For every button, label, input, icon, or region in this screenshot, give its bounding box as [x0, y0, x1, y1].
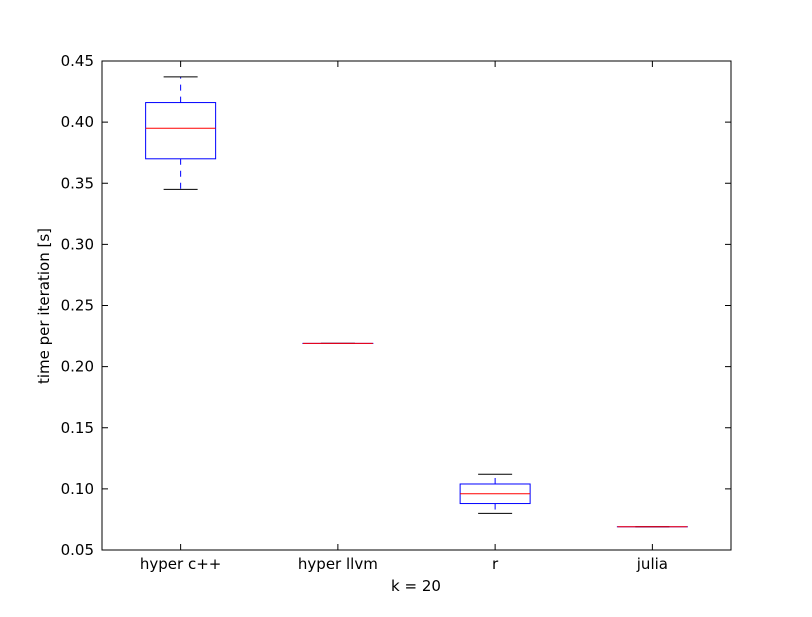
plot-frame — [102, 61, 731, 550]
y-tick-label: 0.05 — [61, 541, 94, 559]
y-tick-label: 0.40 — [61, 113, 94, 131]
x-tick-label: r — [492, 555, 499, 573]
box-hyper-c- — [146, 77, 216, 189]
y-axis-label: time per iteration [s] — [35, 228, 53, 384]
y-tick-label: 0.35 — [61, 174, 94, 192]
iqr-box — [146, 103, 216, 159]
chart-axes: 0.05 0.10 0.15 0.20 0.25 0.30 0.35 0.40 0.45 hype… — [61, 52, 731, 573]
y-tick-label: 0.10 — [61, 480, 94, 498]
y-tick-label: 0.30 — [61, 235, 94, 253]
x-tick-label: julia — [636, 555, 668, 573]
y-tick-label: 0.15 — [61, 419, 94, 437]
y-tick-label: 0.45 — [61, 52, 94, 70]
chart-marks — [146, 77, 688, 527]
y-tick-label: 0.20 — [61, 358, 94, 376]
x-tick-label: hyper llvm — [298, 555, 378, 573]
box-r — [460, 474, 530, 513]
x-tick-label: hyper c++ — [140, 555, 221, 573]
x-axis-label: k = 20 — [391, 577, 441, 595]
y-tick-label: 0.25 — [61, 297, 94, 315]
